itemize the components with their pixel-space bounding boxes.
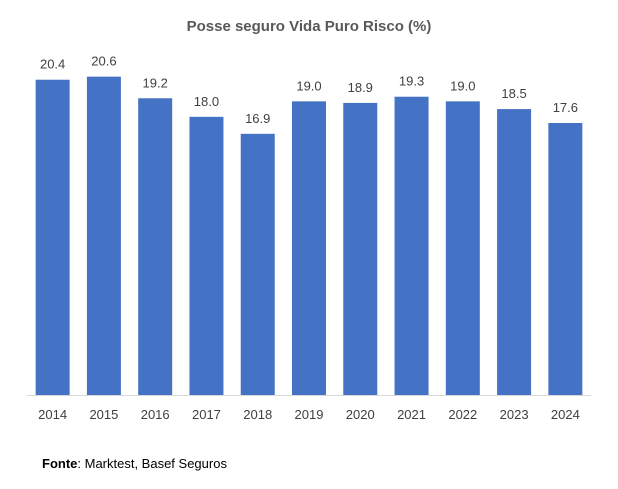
x-tick-2024: 2024 xyxy=(551,407,580,422)
bar-2018 xyxy=(240,133,275,395)
value-label-2020: 18.9 xyxy=(348,80,373,95)
bar-2020 xyxy=(343,102,378,395)
x-tick-2017: 2017 xyxy=(192,407,221,422)
x-tick-2023: 2023 xyxy=(500,407,529,422)
bar-2017 xyxy=(189,116,224,395)
bar-2019 xyxy=(292,101,326,396)
x-tick-labels-group: 2014 2015 2016 2017 2018 2019 2020 2021 2022 2023… xyxy=(38,407,580,422)
chart-title: Posse seguro Vida Puro Risco (%) xyxy=(186,18,432,35)
value-label-2015: 20.6 xyxy=(91,54,116,69)
value-label-2017: 18.0 xyxy=(194,94,219,109)
value-label-2021: 19.3 xyxy=(399,74,424,89)
value-label-2023: 18.5 xyxy=(501,86,526,101)
x-tick-2016: 2016 xyxy=(141,407,170,422)
x-tick-2018: 2018 xyxy=(243,407,272,422)
bar-2022 xyxy=(445,101,480,396)
value-label-2016: 19.2 xyxy=(143,75,168,90)
bar-2014 xyxy=(35,79,70,395)
value-label-2019: 19.0 xyxy=(296,78,321,93)
value-label-2018: 16.9 xyxy=(245,111,270,126)
x-tick-2019: 2019 xyxy=(295,407,324,422)
value-labels-group: 20.4 20.6 19.2 18.0 16.9 19.0 18.9 19.3 19.0 18.5… xyxy=(40,54,578,126)
bar-2021 xyxy=(394,96,429,395)
value-label-2022: 19.0 xyxy=(450,78,475,93)
source-note: Fonte: Marktest, Basef Seguros xyxy=(42,456,227,471)
source-label: Fonte xyxy=(42,456,78,471)
bar-2015 xyxy=(86,76,121,395)
bar-2024 xyxy=(548,123,583,395)
x-tick-2022: 2022 xyxy=(448,407,477,422)
bar-2023 xyxy=(497,109,532,395)
bars-group xyxy=(35,76,583,396)
x-tick-2014: 2014 xyxy=(38,407,67,422)
x-tick-2015: 2015 xyxy=(89,407,118,422)
x-tick-2021: 2021 xyxy=(397,407,426,422)
source-text: : Marktest, Basef Seguros xyxy=(77,456,227,471)
bar-2016 xyxy=(138,98,173,396)
value-label-2024: 17.6 xyxy=(553,100,578,115)
value-label-2014: 20.4 xyxy=(40,57,65,72)
x-tick-2020: 2020 xyxy=(346,407,375,422)
